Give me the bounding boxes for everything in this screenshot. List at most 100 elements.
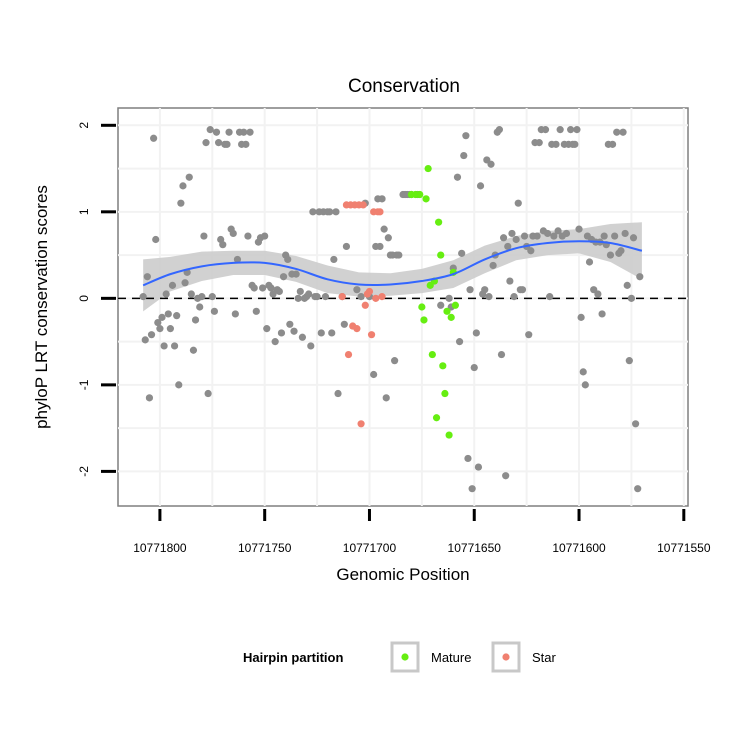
point-other [525, 331, 533, 339]
point-mature [422, 195, 430, 203]
point-other [298, 333, 307, 341]
point-other [543, 229, 552, 238]
point-other [485, 293, 493, 301]
point-other [606, 251, 615, 259]
point-mature [437, 251, 445, 259]
point-other [214, 139, 223, 147]
confidence-band-area [143, 222, 642, 312]
point-mature [445, 431, 453, 439]
point-other [497, 350, 506, 359]
point-other [370, 370, 378, 379]
point-other [173, 312, 181, 320]
point-other [307, 342, 315, 350]
point-other [181, 279, 189, 287]
point-other [334, 389, 342, 398]
y-tick-label: -1 [77, 379, 91, 390]
point-other [229, 229, 237, 238]
point-other [481, 286, 489, 294]
point-other [476, 182, 485, 190]
point-other [499, 234, 508, 242]
y-tick-label: -2 [77, 466, 91, 477]
point-other [187, 290, 195, 298]
point-other [395, 251, 403, 259]
point-other [437, 301, 445, 309]
legend-title: Hairpin partition [243, 650, 343, 665]
point-other [629, 234, 638, 242]
point-other [567, 126, 575, 134]
point-star [376, 208, 384, 216]
point-other [556, 126, 564, 134]
point-other [634, 485, 642, 493]
x-tick-label: 10771800 [133, 541, 187, 555]
point-other [546, 293, 554, 301]
point-other [520, 232, 529, 240]
point-other [277, 329, 286, 337]
point-other [518, 286, 527, 294]
point-other [258, 284, 267, 292]
chart-title: Conservation [348, 76, 460, 97]
point-other [261, 232, 269, 240]
point-other [252, 307, 260, 315]
point-other [179, 182, 187, 190]
point-other [242, 140, 250, 148]
point-star [361, 301, 369, 309]
point-other [455, 338, 464, 346]
point-mature [439, 362, 447, 370]
point-mature [432, 414, 441, 422]
point-other [581, 381, 589, 389]
point-other [168, 281, 177, 289]
point-other [462, 132, 470, 140]
point-other [391, 357, 399, 365]
legend-swatch-mature [401, 653, 409, 661]
point-star [367, 331, 376, 339]
point-mature [418, 303, 426, 311]
point-other [600, 232, 608, 240]
point-other [632, 420, 640, 428]
y-axis: -2 -1 0 1 2 [77, 122, 116, 477]
point-other [468, 485, 476, 493]
point-other [512, 235, 520, 244]
point-other [489, 261, 497, 270]
point-other [502, 472, 510, 480]
point-other [579, 368, 587, 376]
x-tick-label: 10771550 [657, 541, 711, 555]
point-other [223, 140, 231, 148]
point-other [376, 242, 384, 251]
x-tick-label: 10771750 [238, 541, 292, 555]
point-other [506, 277, 514, 285]
data-points [139, 126, 644, 493]
point-other [160, 342, 168, 350]
point-other [627, 294, 636, 302]
x-tick-label: 10771700 [343, 541, 397, 555]
point-other [357, 293, 365, 301]
point-other [263, 325, 271, 333]
point-other [290, 327, 298, 335]
point-mature [428, 350, 436, 359]
point-other [550, 232, 558, 240]
point-star [365, 287, 374, 296]
point-other [313, 293, 321, 301]
point-other [233, 255, 242, 264]
point-other [453, 173, 462, 181]
point-other [552, 140, 560, 148]
point-other [378, 195, 386, 203]
point-other [533, 232, 541, 240]
point-mature [424, 164, 432, 173]
point-mature [420, 316, 428, 324]
point-other [196, 303, 204, 311]
point-other [296, 287, 304, 296]
point-other [541, 126, 550, 134]
point-other [185, 173, 193, 181]
point-other [514, 199, 522, 207]
y-axis-title: phyloP LRT conservation scores [32, 185, 51, 429]
point-star [357, 420, 365, 428]
point-mature [416, 190, 424, 199]
point-mature [443, 307, 451, 315]
point-star [378, 293, 386, 301]
point-other [611, 232, 619, 240]
point-other [250, 284, 258, 292]
point-other [219, 241, 227, 249]
point-other [246, 128, 254, 136]
point-mature [441, 389, 449, 398]
